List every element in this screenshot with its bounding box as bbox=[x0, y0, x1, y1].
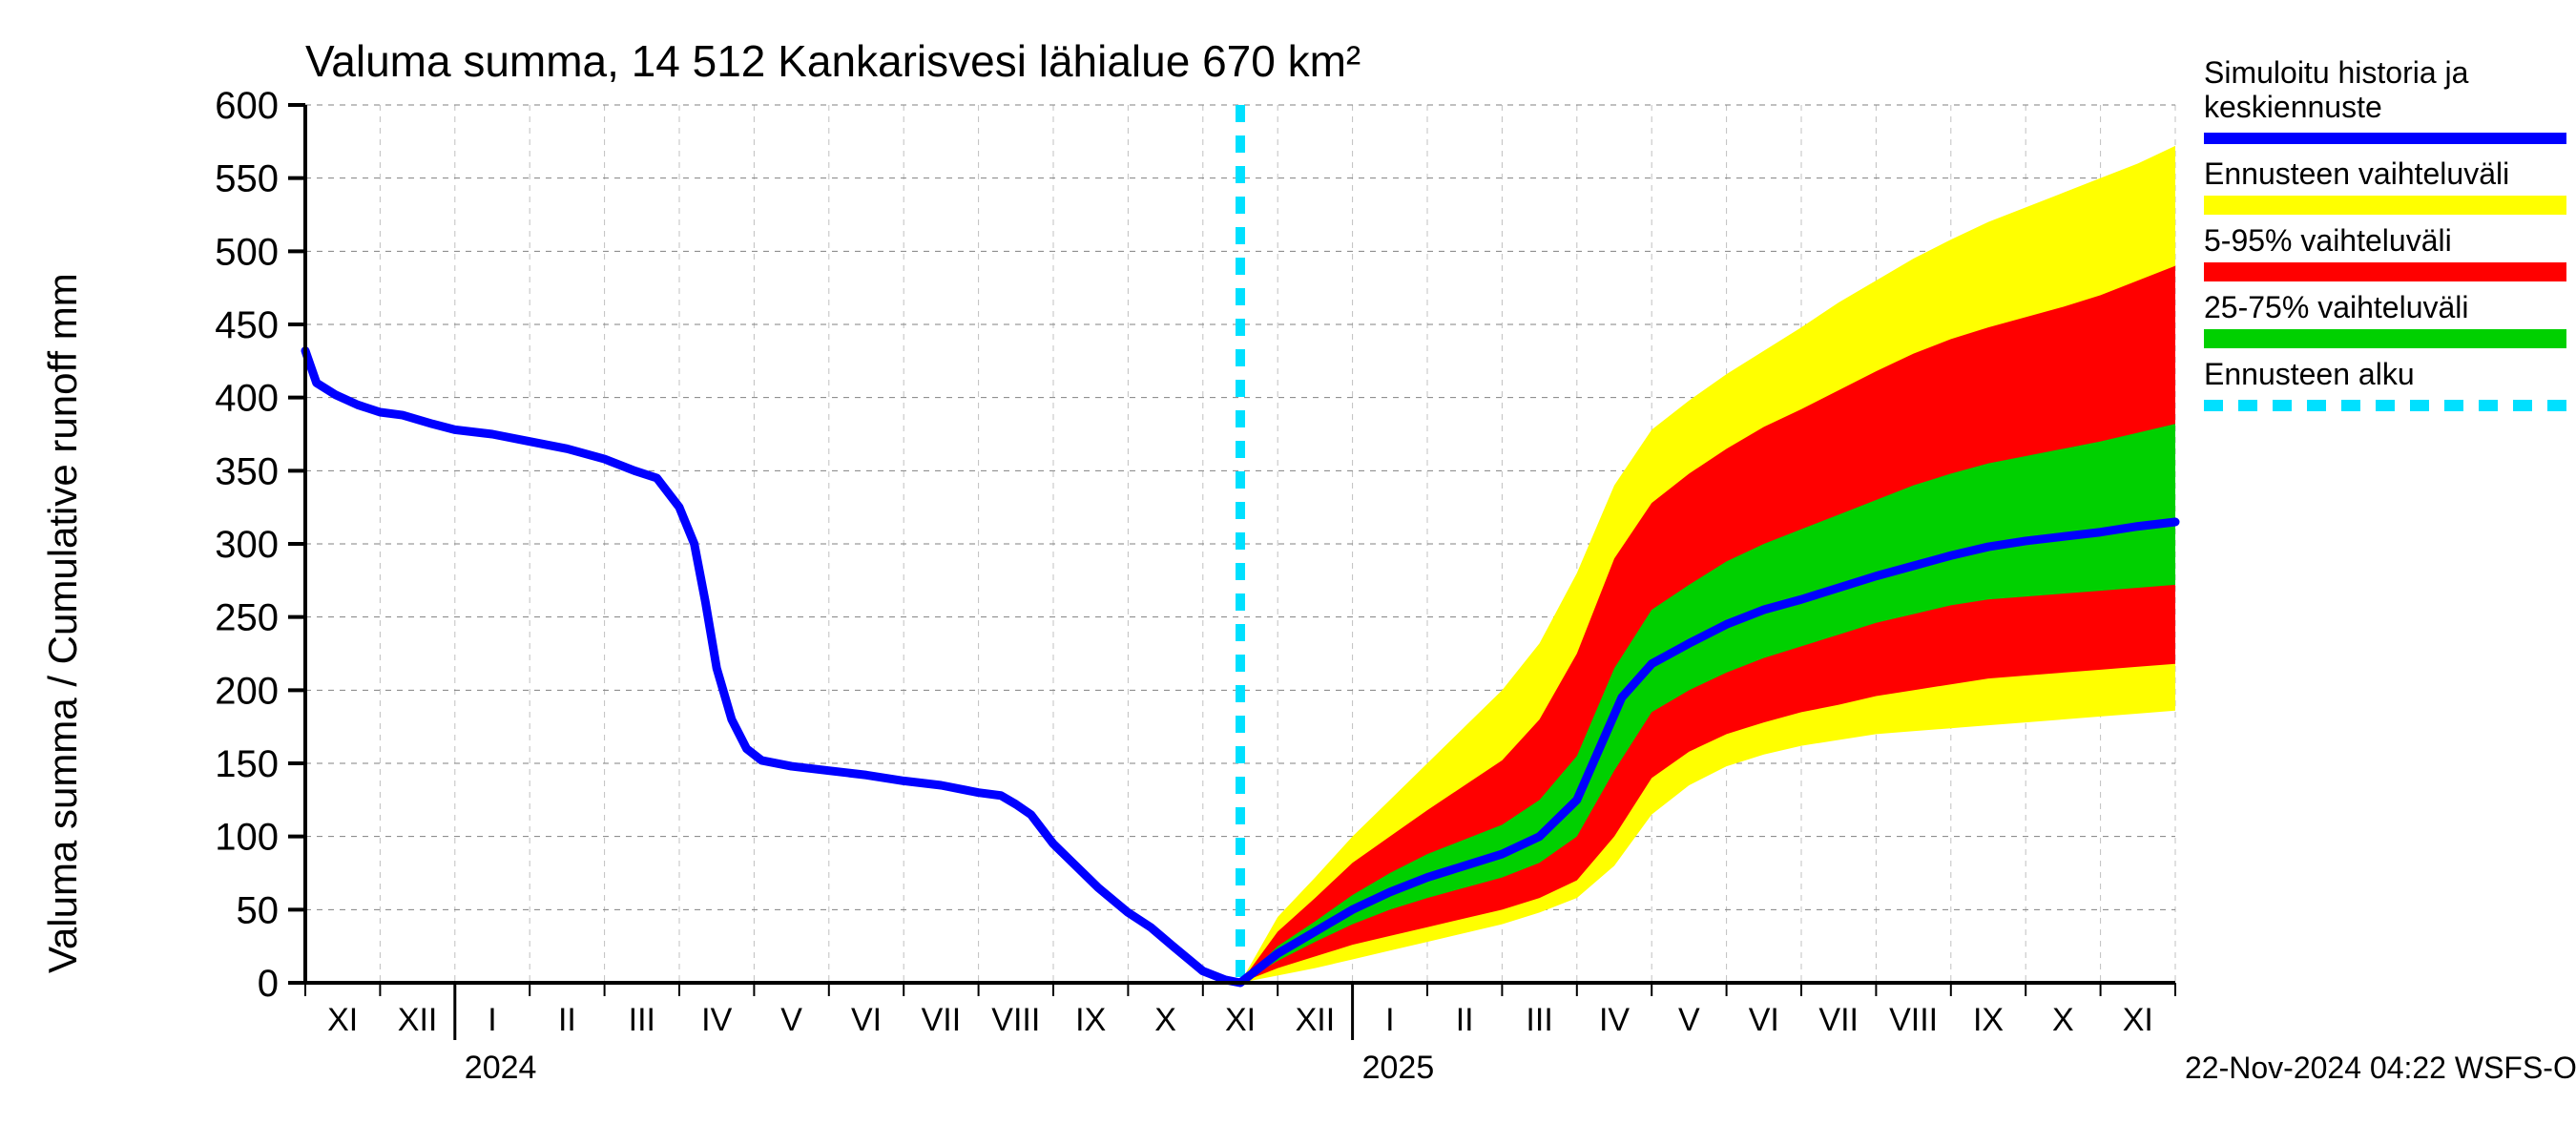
y-tick-label: 150 bbox=[215, 743, 279, 785]
month-tick-label: V bbox=[780, 1002, 802, 1038]
y-tick-label: 600 bbox=[215, 85, 279, 127]
month-tick-label: X bbox=[1154, 1002, 1176, 1038]
month-tick-label: II bbox=[1456, 1002, 1474, 1038]
year-label: 2024 bbox=[465, 1050, 537, 1086]
month-tick-label: XI bbox=[327, 1002, 358, 1038]
month-tick-label: IX bbox=[1973, 1002, 2004, 1038]
legend-swatch-band bbox=[2204, 262, 2566, 281]
month-tick-label: VII bbox=[1818, 1002, 1859, 1038]
month-tick-label: XII bbox=[398, 1002, 438, 1038]
y-tick-label: 400 bbox=[215, 378, 279, 420]
month-tick-label: VII bbox=[922, 1002, 962, 1038]
month-tick-label: III bbox=[1526, 1002, 1552, 1038]
month-tick-label: X bbox=[2052, 1002, 2074, 1038]
y-tick-label: 0 bbox=[258, 963, 279, 1005]
month-tick-label: I bbox=[488, 1002, 496, 1038]
month-tick-label: IV bbox=[1599, 1002, 1630, 1038]
month-tick-label: VIII bbox=[1889, 1002, 1938, 1038]
y-tick-label: 550 bbox=[215, 158, 279, 200]
legend-label: keskiennuste bbox=[2204, 90, 2382, 124]
month-tick-label: VI bbox=[851, 1002, 882, 1038]
y-tick-label: 350 bbox=[215, 450, 279, 492]
month-tick-label: I bbox=[1385, 1002, 1394, 1038]
month-tick-label: IX bbox=[1075, 1002, 1106, 1038]
legend-swatch-band bbox=[2204, 329, 2566, 348]
footer-timestamp: 22-Nov-2024 04:22 WSFS-O bbox=[2185, 1051, 2576, 1085]
legend-label: Simuloitu historia ja bbox=[2204, 55, 2469, 90]
y-tick-label: 250 bbox=[215, 597, 279, 639]
chart-title: Valuma summa, 14 512 Kankarisvesi lähial… bbox=[305, 36, 1361, 86]
y-tick-label: 500 bbox=[215, 231, 279, 273]
legend-label: Ennusteen vaihteluväli bbox=[2204, 156, 2509, 191]
month-tick-label: VIII bbox=[991, 1002, 1040, 1038]
y-tick-label: 100 bbox=[215, 817, 279, 859]
year-label: 2025 bbox=[1362, 1050, 1435, 1086]
month-tick-label: III bbox=[629, 1002, 655, 1038]
month-tick-label: XI bbox=[2123, 1002, 2153, 1038]
month-tick-label: XII bbox=[1296, 1002, 1336, 1038]
y-axis-label: Valuma summa / Cumulative runoff mm bbox=[40, 273, 85, 973]
y-tick-label: 200 bbox=[215, 670, 279, 712]
chart-svg: 050100150200250300350400450500550600XIXI… bbox=[0, 0, 2576, 1145]
legend-label: 5-95% vaihteluväli bbox=[2204, 223, 2452, 258]
legend-swatch-band bbox=[2204, 196, 2566, 215]
month-tick-label: XI bbox=[1225, 1002, 1256, 1038]
month-tick-label: II bbox=[558, 1002, 576, 1038]
legend-label: Ennusteen alku bbox=[2204, 357, 2415, 391]
legend-label: 25-75% vaihteluväli bbox=[2204, 290, 2469, 324]
month-tick-label: V bbox=[1678, 1002, 1700, 1038]
y-tick-label: 50 bbox=[237, 889, 280, 931]
month-tick-label: IV bbox=[701, 1002, 732, 1038]
y-tick-label: 300 bbox=[215, 524, 279, 566]
month-tick-label: VI bbox=[1749, 1002, 1779, 1038]
chart-container: 050100150200250300350400450500550600XIXI… bbox=[0, 0, 2576, 1145]
y-tick-label: 450 bbox=[215, 304, 279, 346]
